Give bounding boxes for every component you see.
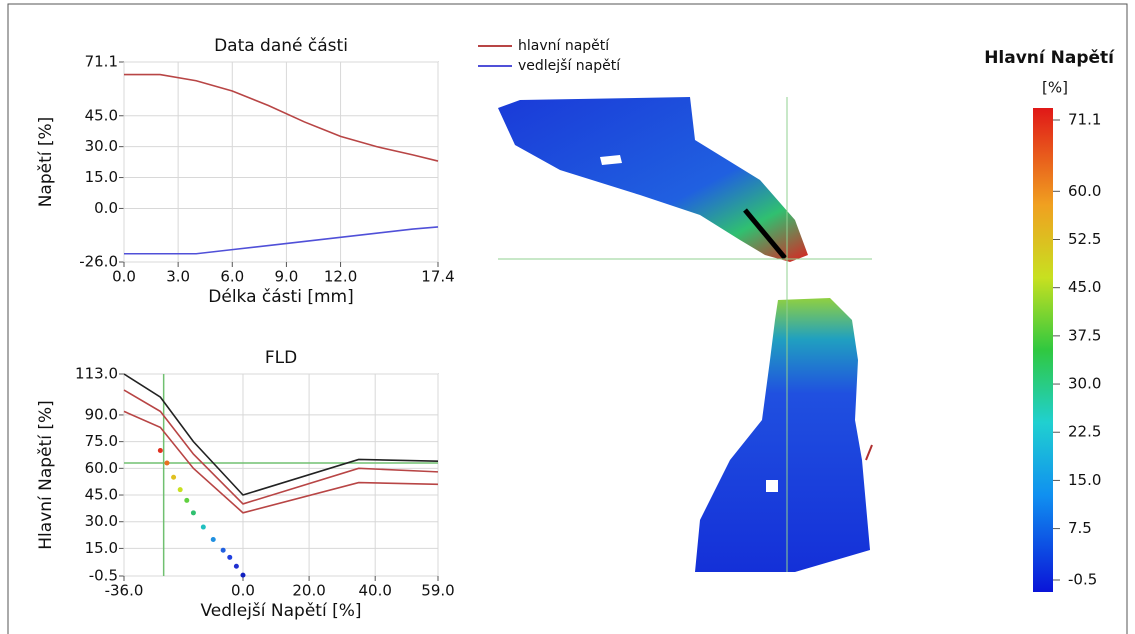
x-tick-label: 59.0 xyxy=(421,582,454,600)
colorbar-tick-label: 60.0 xyxy=(1068,182,1101,200)
y-axis-label: Napětí [%] xyxy=(36,117,56,208)
hole xyxy=(766,480,778,492)
strain-point xyxy=(158,448,163,453)
colorbar-tick-label: 52.5 xyxy=(1068,230,1101,248)
x-tick-label: -36.0 xyxy=(105,582,144,600)
x-tick-label: 3.0 xyxy=(166,268,190,286)
strain-point xyxy=(221,548,226,553)
x-tick-label: 40.0 xyxy=(358,582,391,600)
strain-point xyxy=(234,564,239,569)
screen: 71.145.030.015.00.0-26.00.03.06.09.012.0… xyxy=(0,0,1135,634)
colorbar-tick-label: 7.5 xyxy=(1068,519,1092,537)
x-axis-label: Vedlejší Napětí [%] xyxy=(200,601,361,621)
x-tick-label: 20.0 xyxy=(292,582,325,600)
colorbar-tick-label: 45.0 xyxy=(1068,278,1101,296)
y-tick-label: 45.0 xyxy=(85,486,118,504)
part-lower xyxy=(695,298,870,572)
colorbar xyxy=(1033,108,1053,592)
y-tick-label: 30.0 xyxy=(85,512,118,530)
colorbar-tick-label: 37.5 xyxy=(1068,326,1101,344)
y-tick-label: 113.0 xyxy=(75,365,118,383)
colorbar-unit: [%] xyxy=(1042,79,1068,97)
y-tick-label: 90.0 xyxy=(85,405,118,423)
part-view xyxy=(498,97,872,572)
y-tick-label: 75.0 xyxy=(85,432,118,450)
y-tick-label: 15.0 xyxy=(85,539,118,557)
strain-point xyxy=(178,487,183,492)
chart-title: Data dané části xyxy=(214,36,348,56)
colorbar-tick-label: 71.1 xyxy=(1068,111,1101,129)
y-tick-label: 0.0 xyxy=(94,199,118,217)
x-tick-label: 17.4 xyxy=(421,268,454,286)
colorbar-tick-label: 22.5 xyxy=(1068,423,1101,441)
x-tick-label: 0.0 xyxy=(231,582,255,600)
plot-area xyxy=(124,374,438,576)
strain-point xyxy=(201,525,206,530)
colorbar-tick-label: 15.0 xyxy=(1068,471,1101,489)
y-tick-label: 60.0 xyxy=(85,459,118,477)
strain-point xyxy=(184,498,189,503)
strain-point xyxy=(240,573,245,578)
y-tick-label: 45.0 xyxy=(85,106,118,124)
legend-label: vedlejší napětí xyxy=(518,58,621,74)
x-axis-label: Délka části [mm] xyxy=(208,287,353,307)
part-upper xyxy=(498,97,808,262)
colorbar-tick-label: 30.0 xyxy=(1068,375,1101,393)
strain-point xyxy=(191,510,196,515)
chart-title: FLD xyxy=(265,348,297,368)
y-tick-label: 71.1 xyxy=(85,53,118,71)
legend-label: hlavní napětí xyxy=(518,38,610,54)
colorbar-tick-label: -0.5 xyxy=(1068,571,1097,589)
x-tick-label: 0.0 xyxy=(112,268,136,286)
strain-point xyxy=(171,475,176,480)
y-axis-label: Hlavní Napětí [%] xyxy=(36,400,56,549)
edge-mark xyxy=(866,445,872,460)
colorbar-title: Hlavní Napětí xyxy=(984,48,1115,68)
x-tick-label: 12.0 xyxy=(324,268,357,286)
x-tick-label: 6.0 xyxy=(220,268,244,286)
x-tick-label: 9.0 xyxy=(274,268,298,286)
y-tick-label: 15.0 xyxy=(85,168,118,186)
y-tick-label: 30.0 xyxy=(85,137,118,155)
strain-point xyxy=(227,555,232,560)
strain-point xyxy=(211,537,216,542)
strain-point xyxy=(164,460,169,465)
